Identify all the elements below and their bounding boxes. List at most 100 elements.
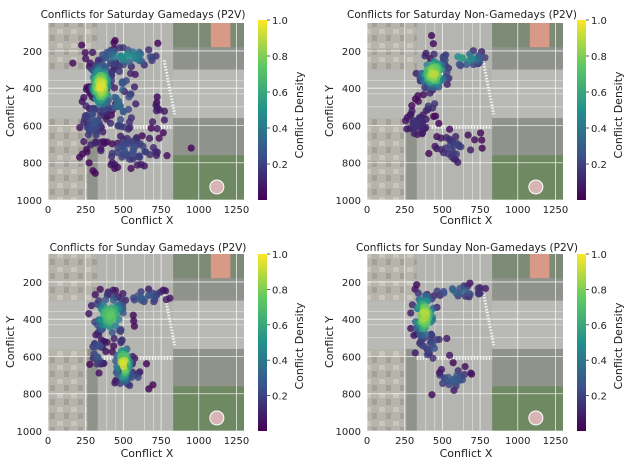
- scatter-points: [401, 31, 489, 166]
- colorbar-tick-label: 1.0: [591, 16, 607, 27]
- background-aerial-image: [367, 254, 563, 431]
- colorbar-label: Conflict Density: [612, 302, 625, 390]
- conflict-point: [130, 83, 139, 91]
- conflict-point: [115, 97, 123, 105]
- conflict-point: [149, 143, 158, 152]
- conflict-point: [449, 375, 457, 383]
- conflict-point: [460, 286, 469, 294]
- conflict-point: [461, 362, 469, 371]
- conflict-point: [85, 310, 93, 318]
- conflict-point: [118, 79, 127, 87]
- conflict-point: [97, 147, 105, 155]
- conflict-point: [78, 41, 86, 49]
- conflict-point: [467, 53, 476, 61]
- conflict-point: [476, 129, 485, 137]
- colorbar-tick-label: 0.2: [591, 160, 607, 171]
- x-tick-label: 0: [364, 436, 370, 447]
- conflict-point: [430, 344, 439, 352]
- x-tick-label: 250: [395, 436, 414, 447]
- conflict-point: [433, 287, 441, 295]
- conflict-point: [129, 311, 137, 319]
- y-tick-label: 200: [342, 47, 361, 58]
- colorbar-tick-label: 1.0: [591, 250, 607, 261]
- conflict-point: [455, 142, 463, 150]
- colorbar-tick-label: 0.4: [591, 356, 607, 367]
- conflict-point: [146, 53, 154, 61]
- y-tick-label: 400: [342, 84, 361, 95]
- y-tick-label: 1000: [336, 196, 361, 207]
- conflict-point: [419, 91, 428, 99]
- conflict-point: [407, 309, 415, 317]
- conflict-point: [424, 102, 432, 110]
- crosswalk: [481, 59, 496, 115]
- red-roof: [210, 23, 231, 48]
- x-axis-label: Conflict X: [121, 214, 174, 227]
- y-axis-label: Conflict Y: [4, 85, 17, 137]
- conflict-point: [429, 40, 437, 48]
- red-roof: [529, 254, 550, 279]
- y-tick-label: 600: [23, 352, 42, 363]
- roundabout: [209, 410, 225, 426]
- conflict-point: [110, 342, 118, 350]
- x-tick-label: 500: [114, 436, 133, 447]
- red-roof: [210, 254, 231, 279]
- conflict-point: [443, 80, 451, 88]
- background-aerial-image: [367, 23, 563, 200]
- conflict-point: [95, 341, 104, 349]
- y-tick-label: 800: [23, 390, 42, 401]
- conflict-point: [108, 158, 116, 167]
- conflict-point: [159, 129, 167, 137]
- tree-block: [171, 23, 244, 48]
- conflict-point: [125, 58, 133, 66]
- colorbar-tick-label: 1.0: [272, 250, 288, 261]
- building-block: [367, 23, 417, 70]
- x-tick-label: 1250: [224, 436, 249, 447]
- conflict-point: [89, 110, 97, 118]
- conflict-point: [474, 289, 483, 297]
- conflict-point: [481, 284, 490, 293]
- conflict-point: [428, 391, 436, 399]
- colorbar-label: Conflict Density: [293, 71, 306, 159]
- conflict-point: [145, 385, 153, 393]
- building-block: [367, 254, 417, 301]
- green-area: [173, 386, 244, 431]
- x-axis-label: Conflict X: [121, 447, 174, 460]
- x-tick-label: 750: [471, 205, 490, 216]
- conflict-point: [187, 144, 195, 152]
- x-tick-label: 0: [45, 205, 51, 216]
- conflict-point: [119, 359, 128, 367]
- building-block: [48, 349, 88, 431]
- y-tick-label: 1000: [17, 427, 42, 438]
- x-tick-label: 500: [433, 436, 452, 447]
- panel-saturday-gamedays: Conflicts for Saturday Gamedays (P2V) Co…: [4, 9, 306, 227]
- colorbar: 0.2 0.4 0.6 0.8 1.0: [577, 250, 607, 431]
- building-block: [367, 118, 407, 200]
- conflict-point: [437, 134, 445, 142]
- x-tick-label: 250: [76, 205, 95, 216]
- conflict-point: [81, 49, 89, 57]
- conflict-point: [407, 324, 415, 333]
- conflict-point: [91, 291, 99, 299]
- conflict-point: [478, 144, 486, 152]
- conflict-point: [130, 322, 139, 330]
- conflict-point: [106, 119, 115, 127]
- conflict-point: [125, 93, 133, 101]
- conflict-point: [130, 317, 138, 325]
- crosswalk: [481, 290, 496, 346]
- conflict-point: [429, 354, 437, 362]
- conflict-point: [440, 287, 448, 296]
- conflict-point: [408, 102, 416, 110]
- conflict-point: [117, 116, 125, 124]
- roundabout: [528, 410, 544, 426]
- x-tick-label: 1250: [543, 205, 568, 216]
- conflict-point: [152, 107, 161, 115]
- y-tick-label: 600: [342, 121, 361, 132]
- panel-saturday-non-gamedays: Conflicts for Saturday Non-Gamedays (P2V…: [323, 9, 625, 227]
- colorbar-tick-label: 0.8: [591, 285, 607, 296]
- conflict-point: [449, 286, 457, 294]
- conflict-point: [89, 104, 97, 113]
- colorbar-tick-label: 0.6: [591, 88, 607, 99]
- conflict-point: [421, 309, 429, 317]
- building-block: [367, 349, 407, 431]
- conflict-point: [155, 134, 163, 142]
